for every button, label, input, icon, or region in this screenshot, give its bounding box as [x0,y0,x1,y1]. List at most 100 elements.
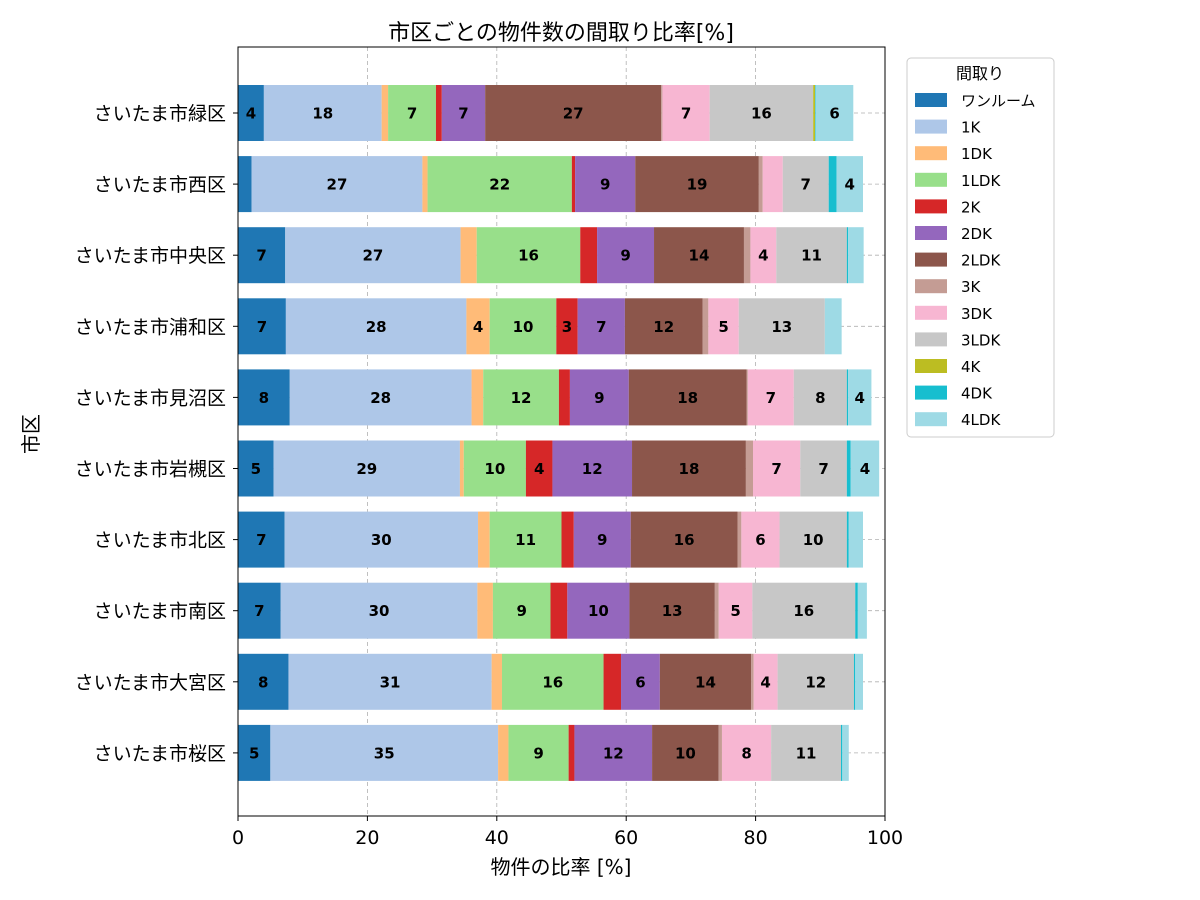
bar-segment [238,653,289,710]
bar-segment [652,724,719,781]
legend-swatch [915,226,947,240]
bar-value-labels: 4 18 7 7 27 7 16 6 27 22 9 19 7 4 7 27 16 9 14 4 11 7 28 4 10 3 7 1… [246,105,870,763]
x-tick-label: 60 [614,827,638,849]
bar-segment [280,582,478,639]
bar-segment [489,298,557,355]
bar-value-label: 9 [600,176,610,194]
bar-value-label: 18 [679,460,700,478]
bar-segment [577,298,625,355]
bar-value-label: 10 [513,318,534,336]
y-tick-label: さいたま市桜区 [94,743,226,765]
bar-segment [846,369,849,426]
bar-value-label: 5 [251,460,261,478]
bar-value-label: 7 [596,318,606,336]
bar-value-label: 10 [588,602,609,620]
bar-segment [800,440,847,497]
bar-value-label: 7 [801,176,811,194]
bar-segment [857,582,867,639]
bar-segment [508,724,569,781]
bar-segment [288,653,492,710]
bar-segment [580,227,598,284]
y-tick-label: さいたま市北区 [94,530,226,552]
bar-segment [751,653,754,710]
bar-value-label: 16 [793,602,814,620]
bar-value-label: 19 [687,176,708,194]
legend-entry-label: 3DK [961,305,993,323]
bar-segment [741,511,780,568]
bar-segment [779,511,847,568]
bar-segment [848,227,864,284]
bar-segment [753,653,778,710]
y-tick-label: さいたま市大宮区 [75,672,226,694]
legend-entry-label: 2LDK [961,252,1001,270]
bar-segment [635,156,759,213]
bar-value-label: 7 [256,247,266,265]
bar-segment [238,85,264,141]
bar-segment [388,85,436,141]
bar-value-label: 18 [312,105,333,123]
bar-value-label: 16 [751,105,772,123]
bar-segment [746,369,748,426]
bar-value-label: 4 [845,176,855,194]
bar-segment [850,440,880,497]
bar-segment [238,227,286,284]
bar-segment [441,85,486,141]
bar-value-label: 9 [533,744,543,762]
bar-segment [477,582,493,639]
x-axis-title: 物件の比率 [%] [491,855,632,879]
bar-value-label: 31 [380,673,401,691]
bar-value-label: 7 [681,105,691,123]
bar-segment [552,440,633,497]
bar-segment [574,724,653,781]
bar-segment [750,227,777,284]
bar-segment [238,298,286,355]
legend-swatch [915,279,947,294]
bar-segment [718,582,753,639]
bar-segment [575,156,636,213]
bar-segment [776,227,847,284]
bar-value-label: 16 [674,531,695,549]
bar-value-label: 9 [594,389,604,407]
bar-value-label: 13 [662,602,683,620]
bar-value-label: 4 [855,389,865,407]
bar-segment [752,582,856,639]
bar-segment [721,724,772,781]
bar-segment [737,511,742,568]
bar-value-label: 8 [259,389,269,407]
bar-segment [603,653,622,710]
bar-segment [273,440,460,497]
bar-value-label: 22 [489,176,510,194]
bar-value-label: 10 [675,744,696,762]
y-tick-label: さいたま市南区 [94,601,226,623]
bar-segment [285,298,467,355]
bar-value-label: 16 [518,247,539,265]
bar-segment [855,582,858,639]
bar-segment [238,511,285,568]
legend-entry-label: 1DK [961,145,993,163]
bar-segment [289,369,472,426]
x-tick-label: 20 [355,827,379,849]
bar-segment [492,582,551,639]
bar-segment [629,582,715,639]
bar-value-label: 18 [677,389,698,407]
bar-segment [485,85,662,141]
bar-value-label: 5 [718,318,728,336]
bar-value-label: 4 [473,318,483,336]
bar-value-label: 4 [760,673,770,691]
bar-value-label: 30 [369,602,390,620]
bar-segment [463,440,526,497]
bar-segment [624,298,703,355]
bar-value-label: 11 [801,247,822,265]
bar-value-label: 7 [771,460,781,478]
bar-segment [471,369,484,426]
bar-segment [568,724,575,781]
x-tick-label: 80 [744,827,768,849]
bar-segment [848,369,872,426]
bar-segment [836,156,864,213]
legend: 間取り ワンルーム 1K 1DK 1LDK 2K 2DK 2LDK 3K 3DK 3LDK 4K 4D… [906,57,1055,438]
bar-segment [270,724,499,781]
bar-value-label: 12 [603,744,624,762]
bar-value-label: 11 [796,744,817,762]
bar-value-label: 5 [730,602,740,620]
bar-value-label: 7 [458,105,468,123]
